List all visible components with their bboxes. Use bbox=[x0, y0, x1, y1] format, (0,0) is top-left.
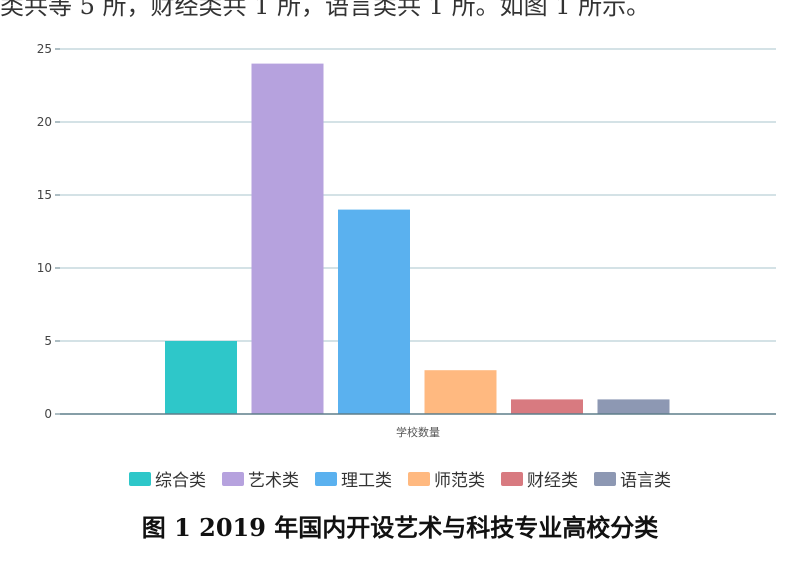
y-axis-ticks: 0 5 10 15 20 25 bbox=[37, 42, 60, 421]
y-tick-label: 20 bbox=[37, 115, 52, 129]
legend-item[interactable]: 综合类 bbox=[129, 466, 206, 491]
bar-5[interactable] bbox=[597, 399, 670, 414]
legend-swatch bbox=[594, 471, 616, 486]
legend-label: 财经类 bbox=[527, 471, 578, 491]
legend-item[interactable]: 师范类 bbox=[408, 466, 485, 491]
legend-item[interactable]: 理工类 bbox=[315, 466, 392, 491]
legend-swatch bbox=[222, 471, 244, 486]
x-axis-label: 学校数量 bbox=[396, 425, 440, 439]
legend-swatch bbox=[129, 471, 151, 486]
chart-legend: 综合类 艺术类 理工类 师范类 财经类 语言类 bbox=[0, 466, 800, 491]
legend-label: 理工类 bbox=[341, 471, 392, 491]
legend-item[interactable]: 财经类 bbox=[501, 466, 578, 491]
legend-item[interactable]: 艺术类 bbox=[222, 466, 299, 491]
bar-3[interactable] bbox=[424, 370, 497, 414]
bar-chart: 0 5 10 15 20 25 学校数量 bbox=[37, 42, 776, 439]
bar-0[interactable] bbox=[165, 341, 237, 414]
legend-swatch bbox=[408, 471, 430, 486]
legend-label: 师范类 bbox=[434, 471, 485, 491]
y-tick-label: 0 bbox=[44, 407, 52, 421]
legend-swatch bbox=[315, 471, 337, 486]
legend-item[interactable]: 语言类 bbox=[594, 466, 671, 491]
bars bbox=[165, 63, 670, 414]
legend-swatch bbox=[501, 471, 523, 486]
legend-label: 综合类 bbox=[155, 471, 206, 491]
legend-label: 艺术类 bbox=[248, 471, 299, 491]
preceding-paragraph-fragment: 类共等 5 所，财经类共 1 所，语言类共 1 所。如图 1 所示。 bbox=[0, 0, 651, 20]
bar-1[interactable] bbox=[251, 63, 324, 414]
legend-label: 语言类 bbox=[620, 471, 671, 491]
grid-lines bbox=[60, 48, 776, 342]
figure-caption: 图 1 2019 年国内开设艺术与科技专业高校分类 bbox=[141, 513, 659, 542]
y-tick-label: 15 bbox=[37, 188, 52, 202]
y-tick-label: 10 bbox=[37, 261, 52, 275]
y-tick-label: 5 bbox=[44, 334, 52, 348]
bar-2[interactable] bbox=[338, 209, 410, 414]
bar-4[interactable] bbox=[511, 399, 583, 414]
y-tick-label: 25 bbox=[37, 42, 52, 56]
